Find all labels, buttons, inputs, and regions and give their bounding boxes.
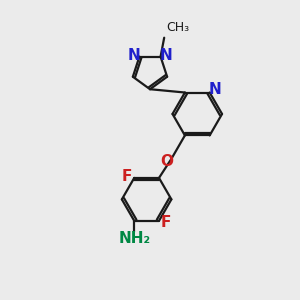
Text: F: F [161, 215, 171, 230]
Text: CH₃: CH₃ [166, 21, 189, 34]
Text: N: N [209, 82, 221, 97]
Text: O: O [160, 154, 173, 169]
Text: N: N [127, 48, 140, 63]
Text: N: N [160, 48, 172, 63]
Text: NH₂: NH₂ [118, 231, 150, 246]
Text: F: F [122, 169, 132, 184]
